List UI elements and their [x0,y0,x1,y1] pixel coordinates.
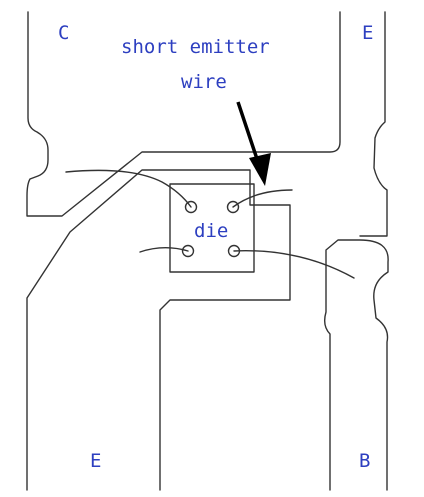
collector-label: C [58,22,70,44]
callout-label-line2: wire [181,71,227,93]
base-lead-outline [323,239,389,491]
bond-wire-base [233,250,355,279]
bond-wire-emitter [139,247,189,253]
emitter-main-lead-outline [26,169,291,491]
bond-pad [181,244,195,258]
emitter-bottom-label: E [90,450,102,472]
emitter-top-lead-outline [359,11,388,237]
collector-lead-outline [26,11,341,217]
bond-pad [184,200,198,214]
die-outline [169,183,255,273]
die-label: die [194,220,229,242]
bond-wire-collector [65,169,192,208]
callout-label-line1: short emitter [121,36,270,58]
bond-pad [226,200,240,214]
callout-arrow [236,101,271,186]
bond-wire-short-emitter [232,189,293,208]
base-label: B [359,450,371,472]
emitter-top-label: E [362,22,374,44]
